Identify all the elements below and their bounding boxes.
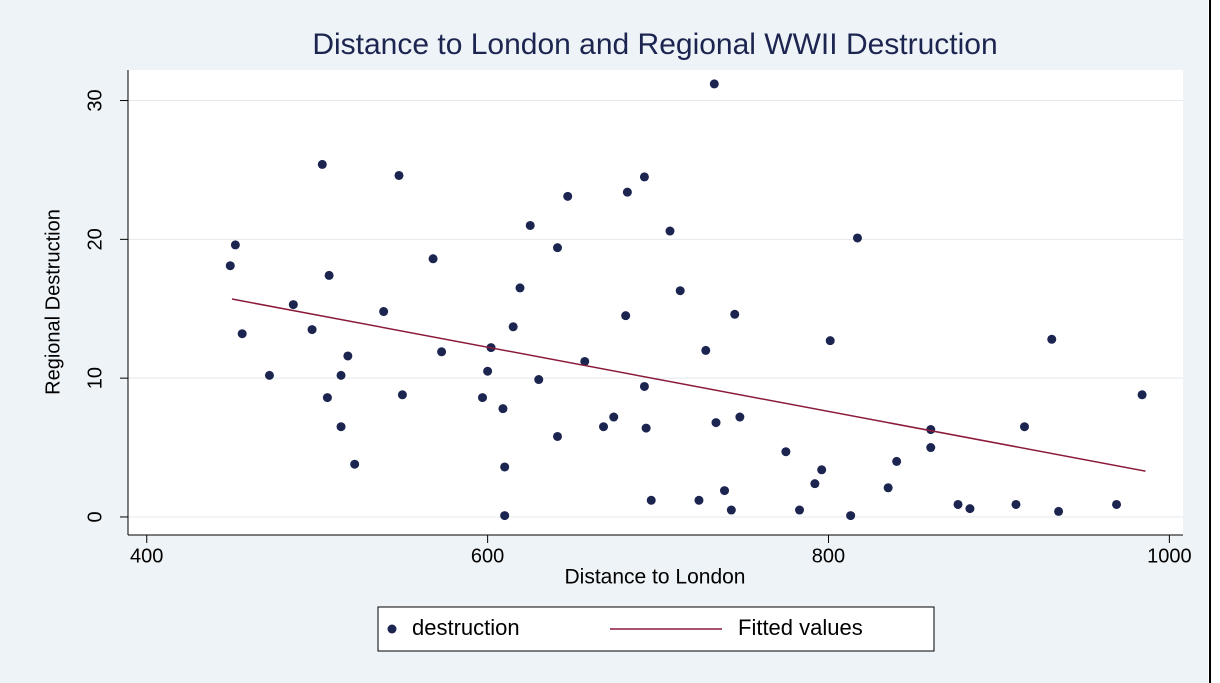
x-axis-label: Distance to London (565, 566, 746, 589)
y-tick-label: 0 (84, 511, 106, 522)
scatter-point (525, 220, 535, 230)
scatter-point (1047, 334, 1057, 344)
x-tick-label: 400 (130, 545, 163, 567)
scatter-point (552, 243, 562, 253)
scatter-point (892, 456, 902, 466)
scatter-point (336, 370, 346, 380)
scatter-point (288, 300, 298, 310)
scatter-point (397, 390, 407, 400)
y-tick-label: 20 (84, 228, 106, 250)
scatter-point (1011, 499, 1021, 509)
scatter-point (1019, 422, 1029, 432)
scatter-point (500, 511, 510, 521)
scatter-point (817, 465, 827, 475)
scatter-point (846, 511, 856, 521)
scatter-point (609, 412, 619, 422)
scatter-point (478, 393, 488, 403)
scatter-point (324, 270, 334, 280)
scatter-point (322, 393, 332, 403)
scatter-point (307, 325, 317, 335)
scatter-point (515, 283, 525, 293)
x-tick-label: 1000 (1147, 545, 1192, 567)
scatter-point (317, 159, 327, 169)
scatter-point (735, 412, 745, 422)
scatter-point (639, 172, 649, 182)
scatter-point (534, 375, 544, 385)
scatter-point (665, 226, 675, 236)
scatter-point (1112, 499, 1122, 509)
scatter-point (701, 345, 711, 355)
scatter-point (852, 233, 862, 243)
scatter-point (730, 309, 740, 319)
scatter-point (709, 79, 719, 89)
scatter-point (883, 483, 893, 493)
y-tick-label: 10 (84, 367, 106, 389)
y-tick-label: 30 (84, 89, 106, 111)
scatter-point (394, 170, 404, 180)
scatter-point (336, 422, 346, 432)
scatter-point (622, 187, 632, 197)
scatter-point (965, 504, 975, 514)
scatter-point (825, 336, 835, 346)
scatter-point (237, 329, 247, 339)
scatter-point (641, 423, 651, 433)
scatter-point (498, 404, 508, 414)
x-tick-label: 600 (471, 545, 504, 567)
x-tick-label: 800 (812, 545, 845, 567)
scatter-point (350, 459, 360, 469)
scatter-point (720, 486, 730, 496)
y-axis-label: Regional Destruction (42, 209, 64, 395)
scatter-point (580, 356, 590, 366)
scatter-point (810, 479, 820, 489)
scatter-point (552, 431, 562, 441)
scatter-point (781, 447, 791, 457)
scatter-point (675, 286, 685, 296)
scatter-point (428, 254, 438, 264)
scatter-point (646, 495, 656, 505)
scatter-point (953, 499, 963, 509)
scatter-point (711, 418, 721, 428)
scatter-point (795, 505, 805, 515)
scatter-point (225, 261, 235, 271)
legend-label: destruction (412, 615, 520, 640)
plot-area (128, 70, 1183, 535)
scatter-point (639, 381, 649, 391)
scatter-point (621, 311, 631, 321)
legend-marker (387, 624, 397, 634)
scatter-point (483, 366, 493, 376)
scatter-point (379, 307, 389, 317)
scatter-point (230, 240, 240, 250)
chart-title: Distance to London and Regional WWII Des… (312, 28, 997, 61)
scatter-point (1137, 390, 1147, 400)
scatter-point (343, 351, 353, 361)
legend: destruction Fitted values (377, 606, 935, 652)
scatter-point (508, 322, 518, 332)
scatter-point (437, 347, 447, 357)
legend-label: Fitted values (738, 615, 863, 640)
scatter-point (1054, 506, 1064, 516)
scatter-point (500, 462, 510, 472)
scatter-point (926, 443, 936, 453)
scatter-point (264, 370, 274, 380)
scatter-point (563, 191, 573, 201)
scatter-point (726, 505, 736, 515)
scatter-point (599, 422, 609, 432)
scatter-point (694, 495, 704, 505)
fitted-line (231, 298, 1146, 472)
